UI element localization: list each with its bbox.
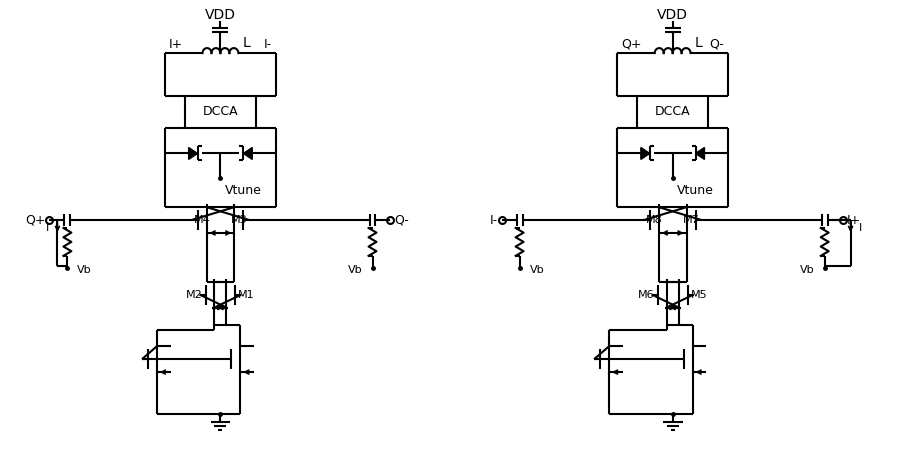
Text: VDD: VDD	[657, 8, 688, 22]
Text: Q+: Q+	[621, 38, 642, 51]
Text: L: L	[243, 36, 250, 50]
Text: M8: M8	[646, 215, 663, 225]
Text: DCCA: DCCA	[654, 105, 691, 118]
Text: Vtune: Vtune	[225, 184, 261, 197]
Text: M2: M2	[185, 289, 203, 299]
Text: M4: M4	[194, 215, 211, 225]
Text: Vb: Vb	[77, 265, 92, 275]
Text: M6: M6	[638, 289, 654, 299]
Bar	[637, 96, 708, 128]
Text: Vb: Vb	[530, 265, 544, 275]
Text: I+: I+	[846, 213, 861, 226]
Text: Q-: Q-	[395, 213, 409, 226]
Text: DCCA: DCCA	[203, 105, 238, 118]
Text: Q+: Q+	[25, 213, 45, 226]
Polygon shape	[189, 148, 197, 159]
Text: I-: I-	[264, 38, 272, 51]
Polygon shape	[244, 148, 253, 159]
Text: M7: M7	[683, 215, 699, 225]
Text: Vb: Vb	[348, 265, 363, 275]
Polygon shape	[641, 148, 650, 159]
Bar	[185, 96, 256, 128]
Text: I-: I-	[490, 213, 498, 226]
Polygon shape	[695, 148, 704, 159]
Text: Vtune: Vtune	[676, 184, 714, 197]
Text: Q-: Q-	[710, 38, 724, 51]
Text: L: L	[694, 36, 703, 50]
Text: I: I	[46, 223, 49, 233]
Text: M1: M1	[238, 289, 255, 299]
Text: I+: I+	[169, 38, 183, 51]
Text: M3: M3	[230, 215, 247, 225]
Text: VDD: VDD	[205, 8, 236, 22]
Text: M5: M5	[691, 289, 707, 299]
Text: I: I	[858, 223, 862, 233]
Text: Vb: Vb	[800, 265, 814, 275]
